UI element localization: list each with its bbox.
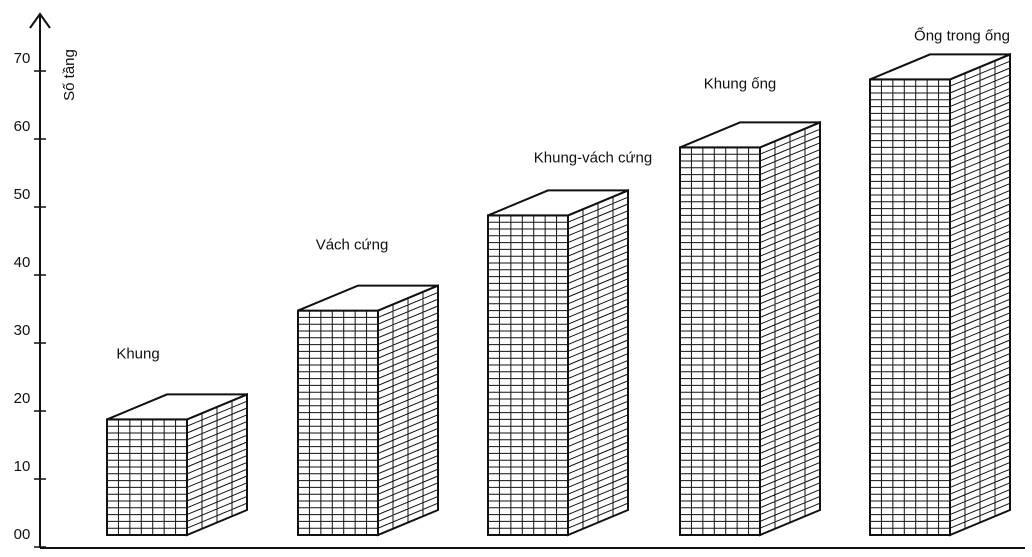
- facade-grid: [298, 291, 439, 535]
- building-front: [679, 146, 761, 536]
- building: [106, 392, 248, 537]
- category-label: Khung: [116, 345, 159, 362]
- building-front: [869, 78, 951, 537]
- category-label: Khung ống: [704, 75, 777, 92]
- y-tick-label: 40: [14, 254, 31, 271]
- building: [869, 52, 1011, 537]
- building-roof: [487, 189, 629, 217]
- facade-grid: [107, 400, 248, 535]
- building-roof: [869, 53, 1011, 81]
- y-tick-label: 20: [14, 390, 31, 407]
- y-tick-label: 70: [14, 50, 31, 67]
- category-label: Vách cứng: [316, 237, 389, 254]
- building-front: [297, 309, 379, 536]
- building: [679, 120, 821, 537]
- facade-grid: [488, 196, 629, 535]
- y-tick-label: 00: [14, 526, 31, 543]
- building-front: [106, 418, 188, 536]
- building-roof: [679, 121, 821, 149]
- building-roof: [297, 284, 439, 312]
- facade-grid: [870, 60, 1011, 535]
- y-axis-arrow: [29, 12, 51, 29]
- building-front: [487, 214, 569, 536]
- building: [297, 284, 439, 537]
- y-tick-label: 30: [14, 322, 31, 339]
- category-label: Ống trong ống: [914, 26, 1010, 44]
- y-tick-label: 60: [14, 118, 31, 135]
- y-tick-label: 50: [14, 186, 31, 203]
- y-tick-label: 10: [14, 458, 31, 475]
- building-roof: [106, 393, 248, 421]
- facade-grid: [680, 128, 821, 535]
- building: [487, 188, 629, 537]
- y-axis-label: Số tầng: [61, 49, 78, 101]
- category-label: Khung-vách cứng: [534, 149, 652, 166]
